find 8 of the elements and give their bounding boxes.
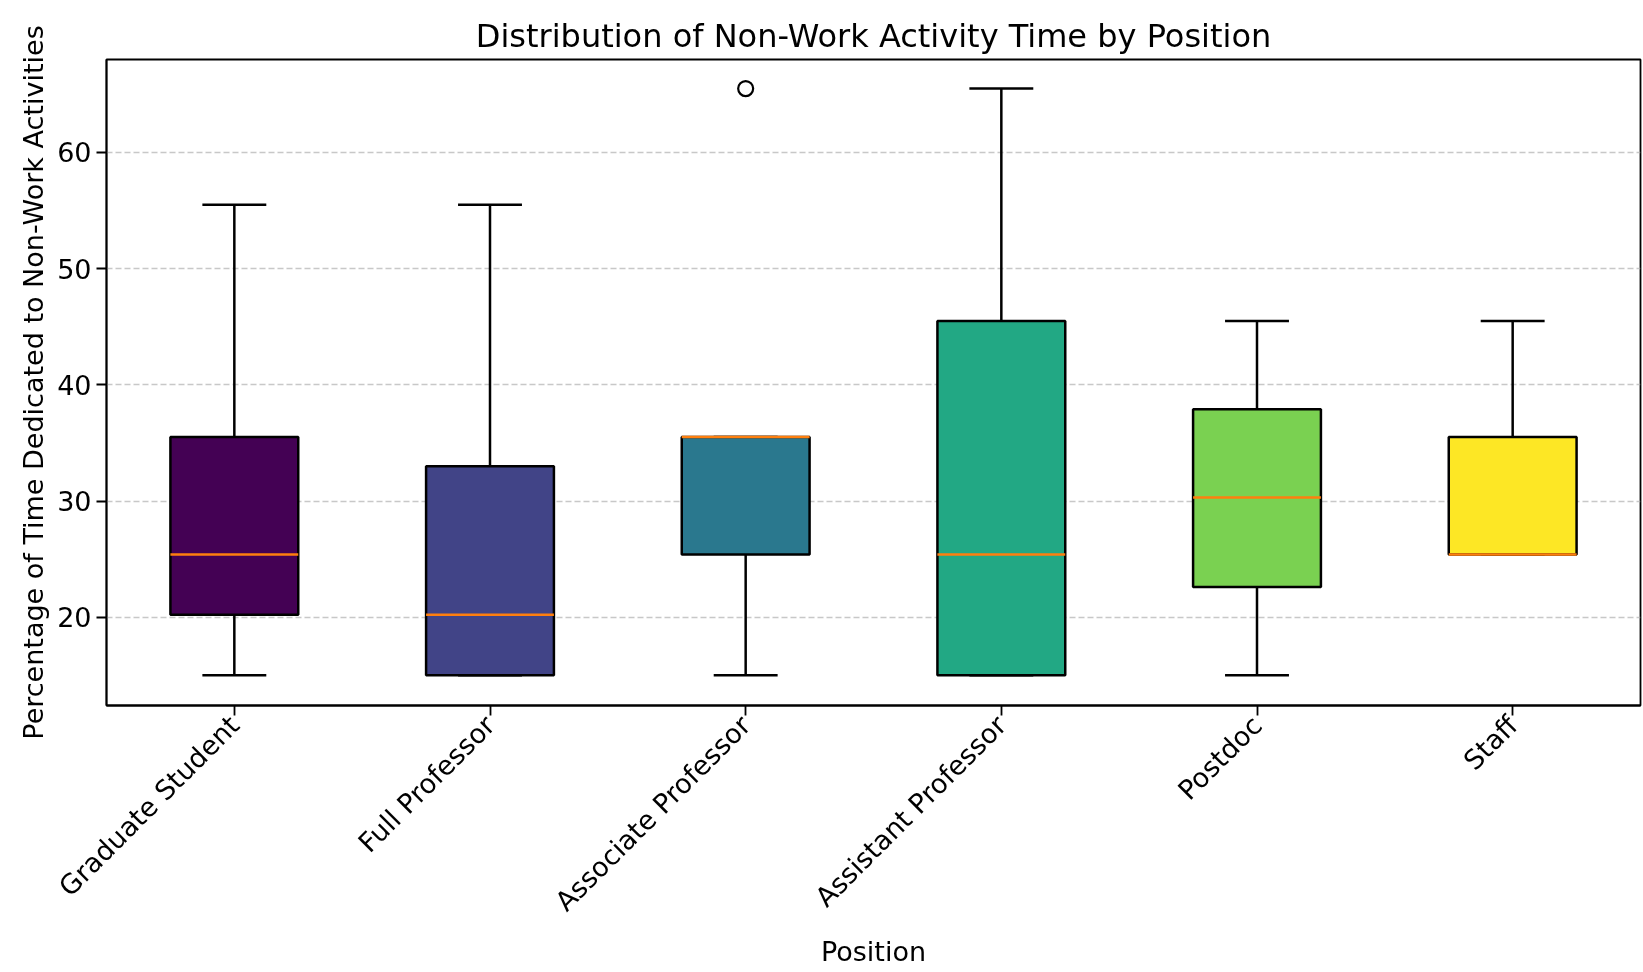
y-tick-label: 50 xyxy=(57,253,92,285)
chart-title: Distribution of Non-Work Activity Time by Position xyxy=(475,16,1272,55)
y-tick-label: 20 xyxy=(57,602,92,634)
y-tick-label: 30 xyxy=(57,486,92,518)
y-tick-label: 40 xyxy=(57,369,92,401)
y-tick-label: 60 xyxy=(57,137,92,169)
x-axis-title: Position xyxy=(820,936,927,968)
y-axis-title: Percentage of Time Dedicated to Non-Work Activities xyxy=(18,25,50,740)
